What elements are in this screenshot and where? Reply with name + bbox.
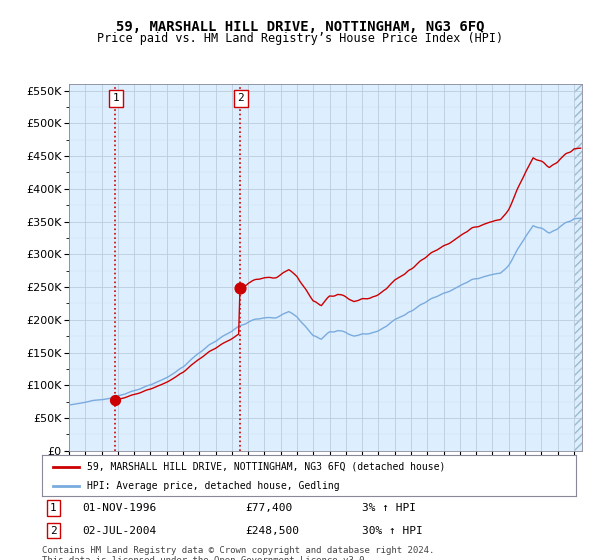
Point [110, 395, 120, 404]
Text: £77,400: £77,400 [245, 503, 292, 514]
Text: £248,500: £248,500 [245, 526, 299, 536]
Point [235, 283, 245, 292]
Text: 30% ↑ HPI: 30% ↑ HPI [362, 526, 423, 536]
Bar [574, 84, 582, 451]
Text: 3% ↑ HPI: 3% ↑ HPI [362, 503, 416, 514]
Text: HPI: Average price, detached house, Gedling: HPI: Average price, detached house, Gedl… [88, 480, 340, 491]
Text: 2: 2 [238, 93, 244, 103]
Text: 1: 1 [50, 503, 57, 514]
Text: Contains HM Land Registry data © Crown copyright and database right 2024.
This d: Contains HM Land Registry data © Crown c… [42, 546, 434, 560]
Text: 59, MARSHALL HILL DRIVE, NOTTINGHAM, NG3 6FQ (detached house): 59, MARSHALL HILL DRIVE, NOTTINGHAM, NG3… [88, 461, 446, 472]
Text: 02-JUL-2004: 02-JUL-2004 [82, 526, 156, 536]
Text: 01-NOV-1996: 01-NOV-1996 [82, 503, 156, 514]
Text: Price paid vs. HM Land Registry’s House Price Index (HPI): Price paid vs. HM Land Registry’s House … [97, 32, 503, 45]
Text: 1: 1 [113, 93, 119, 103]
Text: 2: 2 [50, 526, 57, 536]
Text: 59, MARSHALL HILL DRIVE, NOTTINGHAM, NG3 6FQ: 59, MARSHALL HILL DRIVE, NOTTINGHAM, NG3… [116, 20, 484, 34]
